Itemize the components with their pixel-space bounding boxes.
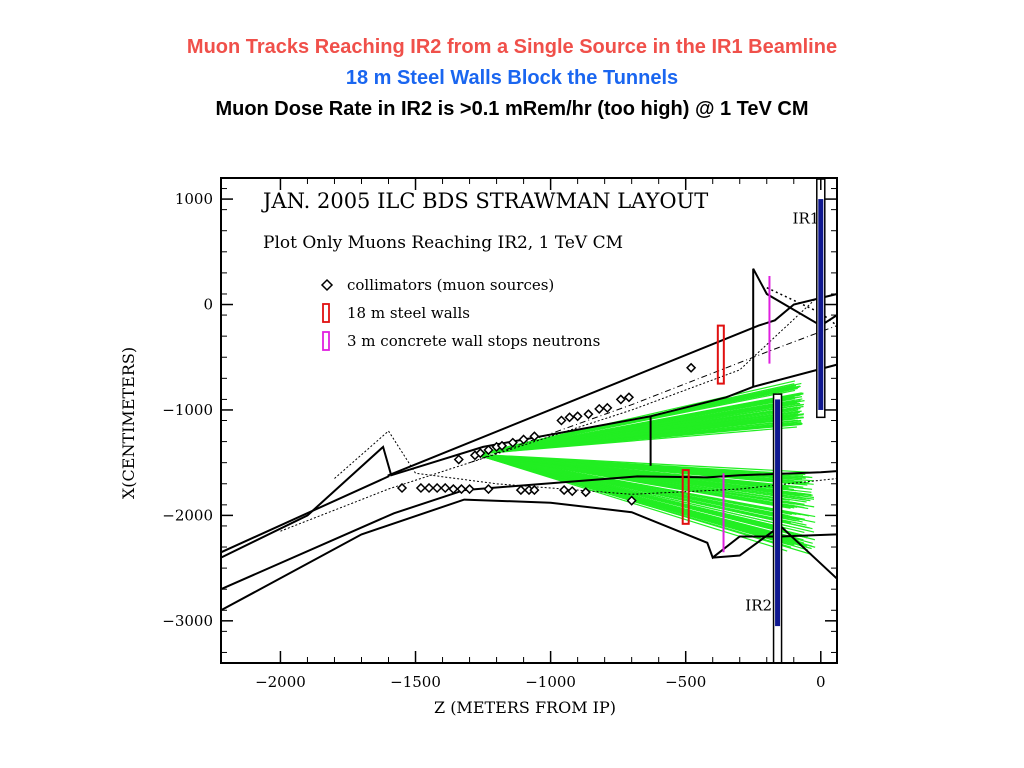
collimator-marker (572, 411, 583, 422)
collimator-marker (432, 482, 443, 494)
chart-subtitle: Plot Only Muons Reaching IR2, 1 TeV CM (263, 233, 623, 253)
beamline-dash-dot (469, 325, 838, 464)
collimator-marker (448, 483, 459, 495)
x-tick-label: 0 (816, 673, 826, 691)
collimator-marker (556, 415, 567, 426)
x-tick-label: −500 (665, 673, 706, 691)
y-tick-label: −3000 (162, 612, 213, 630)
legend: collimators (muon sources) 18 m steel wal… (320, 276, 600, 351)
tunnel-wall-line (220, 470, 838, 591)
collimator-marker (615, 394, 626, 405)
collimator-marker (626, 495, 637, 506)
collimator-marker (423, 482, 435, 494)
steel-wall (681, 469, 690, 525)
muon-track (474, 380, 796, 455)
collimator-marker (623, 392, 635, 403)
ir-bar-ir2 (772, 393, 783, 664)
collimator-marker (456, 483, 467, 495)
ir-annotation: IR1 (793, 209, 820, 227)
title-line-3: Muon Dose Rate in IR2 is >0.1 mRem/hr (t… (215, 98, 809, 120)
y-tick-label: −2000 (162, 506, 213, 524)
collimator-marker (583, 409, 594, 420)
y-tick-label: −1000 (162, 401, 213, 419)
collimators (396, 362, 697, 506)
collimator-marker (529, 485, 540, 496)
collimator-marker (483, 483, 494, 495)
collimator-marker (496, 440, 508, 451)
y-tick-label: 0 (203, 296, 213, 314)
collimator-marker (507, 437, 518, 448)
annotations: IR1 IR2 (745, 209, 819, 614)
muon-track (474, 386, 800, 455)
tunnel-wall-line (752, 268, 838, 387)
tunnel-wall-line (220, 293, 838, 554)
collimator-marker (483, 444, 494, 456)
ir-bar-fill (775, 399, 781, 627)
steel-wall (716, 324, 725, 385)
tunnel-wall-line (712, 524, 838, 580)
x-tick-label: −1000 (525, 673, 576, 691)
collimator-marker (464, 483, 475, 495)
legend-wall-icon (322, 303, 330, 323)
collimator-marker (515, 485, 526, 496)
x-tick-label: −1500 (390, 673, 441, 691)
x-tick-label: −2000 (255, 673, 306, 691)
muon-track (474, 392, 804, 455)
collimator-marker (580, 487, 591, 498)
legend-wall-icon (322, 331, 330, 351)
legend-label: 18 m steel walls (347, 304, 470, 322)
x-axis-label: Z (METERS FROM IP) (434, 698, 616, 717)
collimator-marker (453, 454, 464, 465)
muon-track (474, 453, 798, 541)
legend-diamond-icon (320, 278, 334, 292)
collimator-marker (686, 362, 697, 373)
muon-track (474, 453, 784, 517)
title-line-1: Muon Tracks Reaching IR2 from a Single S… (186, 36, 838, 58)
tunnel-wall-line (220, 498, 838, 612)
chart-title: JAN. 2005 ILC BDS STRAWMAN LAYOUT (261, 189, 708, 213)
collimator-marker (559, 485, 570, 496)
ir-dotted (766, 287, 838, 327)
muon-track (474, 453, 790, 527)
collimator-marker (567, 486, 578, 497)
tunnel-wall-line (220, 363, 838, 559)
collimator-marker (602, 402, 613, 413)
collimator-marker (440, 482, 451, 494)
title-line-2: 18 m Steel Walls Block the Tunnels (345, 67, 679, 89)
muon-track (474, 453, 809, 473)
collimator-marker (475, 448, 486, 459)
collimator-marker (518, 434, 529, 445)
collimator-marker (564, 412, 575, 423)
collimator-marker (594, 403, 605, 414)
collimator-marker (396, 482, 408, 494)
legend-label: 3 m concrete wall stops neutrons (347, 332, 600, 350)
ir-bar-fill (818, 199, 824, 410)
ir-annotation: IR2 (745, 596, 772, 614)
axis-ticks: −2000 −1500 −1000 −500 0 1000 0 −1000 −2000 −3000 (162, 178, 837, 691)
y-tick-label: 1000 (175, 190, 213, 208)
muon-track (474, 453, 797, 515)
collimator-marker (529, 431, 540, 442)
muon-tracks (474, 380, 816, 556)
y-axis-label: X(CENTIMETERS) (119, 347, 138, 499)
collimator-marker (415, 482, 426, 494)
legend-label: collimators (muon sources) (347, 276, 554, 294)
